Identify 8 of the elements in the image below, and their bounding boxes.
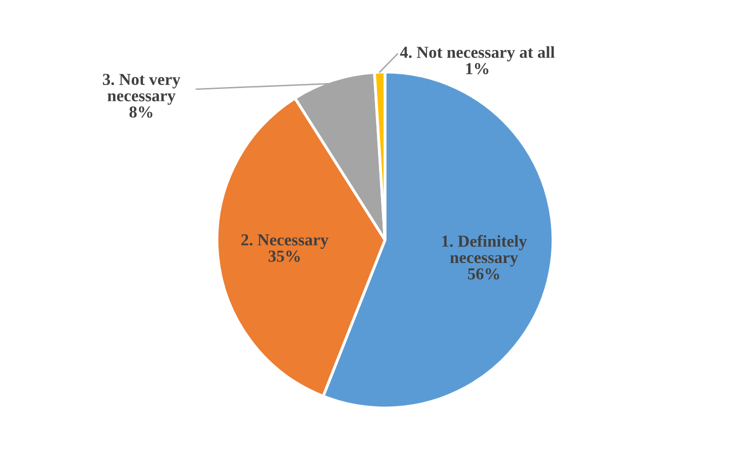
data-label: 35% (268, 250, 300, 262)
data-label: 1% (466, 63, 488, 74)
slice-label: 4. Not necessary at all (400, 46, 555, 62)
data-label: 8% (129, 106, 152, 118)
slice-label: 1. Definitely necessary (442, 234, 527, 267)
data-label: 56% (468, 268, 500, 280)
slice-label: 3. Not very necessary (102, 74, 180, 105)
slice-label: 2. Necessary (241, 234, 328, 249)
